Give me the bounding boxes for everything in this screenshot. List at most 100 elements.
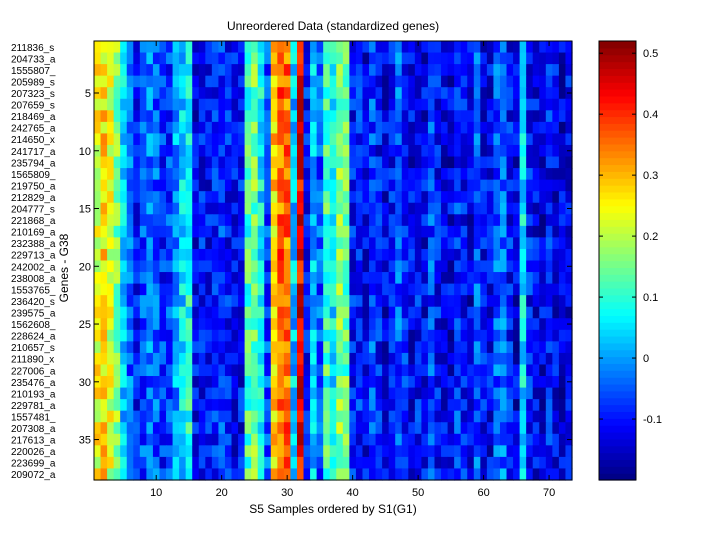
heatmap-cell bbox=[493, 318, 501, 331]
heatmap-cell bbox=[323, 433, 331, 446]
heatmap-cell bbox=[539, 110, 547, 123]
heatmap-cell bbox=[120, 387, 128, 400]
heatmap-cell bbox=[257, 191, 265, 204]
heatmap-cell bbox=[303, 364, 311, 377]
heatmap-cell bbox=[270, 191, 278, 204]
heatmap-cell bbox=[565, 248, 573, 262]
heatmap-cell bbox=[493, 237, 501, 250]
heatmap-cell bbox=[290, 376, 298, 389]
heatmap-cell bbox=[519, 191, 527, 204]
heatmap-cell bbox=[427, 237, 436, 250]
heatmap-cell bbox=[499, 387, 508, 400]
heatmap-cell bbox=[342, 237, 350, 250]
heatmap-cell bbox=[107, 121, 115, 135]
heatmap-cell bbox=[486, 318, 495, 331]
heatmap-cell bbox=[513, 98, 521, 111]
heatmap-cell bbox=[434, 433, 442, 446]
heatmap-cell bbox=[133, 144, 141, 158]
heatmap-cell bbox=[172, 179, 180, 192]
heatmap-cell bbox=[532, 260, 540, 273]
gene-label: 220026_a bbox=[11, 447, 56, 458]
heatmap-cell bbox=[290, 225, 298, 238]
colorbar-segment bbox=[599, 452, 636, 461]
heatmap-cell bbox=[467, 306, 475, 319]
heatmap-cell bbox=[323, 156, 331, 169]
heatmap-cell bbox=[120, 399, 128, 412]
heatmap-cell bbox=[310, 191, 318, 204]
heatmap-cell bbox=[447, 387, 455, 400]
heatmap-cell bbox=[113, 64, 121, 77]
heatmap-cell bbox=[414, 341, 422, 354]
heatmap-cell bbox=[303, 144, 311, 158]
heatmap-cell bbox=[388, 87, 396, 100]
colorbar-tick-label: 0 bbox=[643, 353, 649, 365]
heatmap-cell bbox=[251, 191, 259, 204]
heatmap-cells bbox=[94, 41, 573, 481]
heatmap-cell bbox=[107, 410, 115, 423]
heatmap-cell bbox=[401, 399, 409, 412]
heatmap-cell bbox=[126, 283, 134, 296]
heatmap-cell bbox=[224, 121, 233, 135]
heatmap-cell bbox=[421, 214, 429, 227]
colorbar-segment bbox=[599, 47, 636, 56]
heatmap-cell bbox=[441, 306, 449, 319]
heatmap-cell bbox=[532, 75, 540, 88]
heatmap-cell bbox=[493, 121, 501, 135]
heatmap-cell bbox=[349, 445, 357, 458]
heatmap-cell bbox=[159, 202, 167, 215]
heatmap-cell bbox=[427, 64, 436, 77]
heatmap-cell bbox=[454, 191, 462, 204]
heatmap-cell bbox=[303, 352, 311, 366]
heatmap-cell bbox=[244, 295, 252, 308]
heatmap-cell bbox=[486, 445, 495, 458]
heatmap-cell bbox=[113, 272, 121, 285]
heatmap-cell bbox=[251, 52, 259, 65]
heatmap-cell bbox=[336, 433, 344, 446]
heatmap-cell bbox=[349, 98, 357, 111]
heatmap-cell bbox=[185, 260, 193, 273]
heatmap-cell bbox=[211, 75, 220, 88]
heatmap-cell bbox=[539, 456, 547, 470]
heatmap-cell bbox=[113, 387, 121, 400]
heatmap-cell bbox=[447, 295, 455, 308]
heatmap-cell bbox=[473, 456, 481, 470]
heatmap-cell bbox=[172, 168, 180, 181]
heatmap-cell bbox=[264, 191, 272, 204]
heatmap-cell bbox=[126, 260, 134, 273]
heatmap-cell bbox=[454, 283, 462, 296]
heatmap-cell bbox=[388, 202, 396, 215]
heatmap-cell bbox=[238, 283, 246, 296]
heatmap-cell bbox=[126, 364, 134, 377]
heatmap-cell bbox=[218, 144, 226, 158]
heatmap-cell bbox=[349, 422, 357, 435]
heatmap-cell bbox=[349, 121, 357, 135]
heatmap-cell bbox=[336, 75, 344, 88]
heatmap-cell bbox=[133, 318, 141, 331]
heatmap-cell bbox=[447, 156, 455, 169]
heatmap-cell bbox=[519, 376, 527, 389]
heatmap-cell bbox=[454, 179, 462, 192]
heatmap-cell bbox=[303, 272, 311, 285]
heatmap-cell bbox=[460, 98, 468, 111]
heatmap-cell bbox=[565, 237, 573, 250]
heatmap-cell bbox=[283, 341, 292, 354]
heatmap-cell bbox=[316, 202, 324, 215]
heatmap-cell bbox=[166, 179, 174, 192]
heatmap-cell bbox=[94, 225, 102, 238]
heatmap-cell bbox=[126, 191, 134, 204]
heatmap-cell bbox=[283, 248, 292, 262]
heatmap-cell bbox=[565, 225, 573, 238]
heatmap-cell bbox=[159, 110, 167, 123]
heatmap-cell bbox=[211, 41, 220, 54]
heatmap-cell bbox=[552, 52, 560, 65]
heatmap-cell bbox=[244, 110, 252, 123]
heatmap-cell bbox=[120, 87, 128, 100]
heatmap-cell bbox=[336, 295, 344, 308]
heatmap-cell bbox=[408, 191, 416, 204]
heatmap-cell bbox=[506, 64, 514, 77]
heatmap-cell bbox=[218, 364, 226, 377]
heatmap-cell bbox=[100, 456, 108, 470]
heatmap-cell bbox=[414, 283, 422, 296]
heatmap-cell bbox=[362, 306, 370, 319]
